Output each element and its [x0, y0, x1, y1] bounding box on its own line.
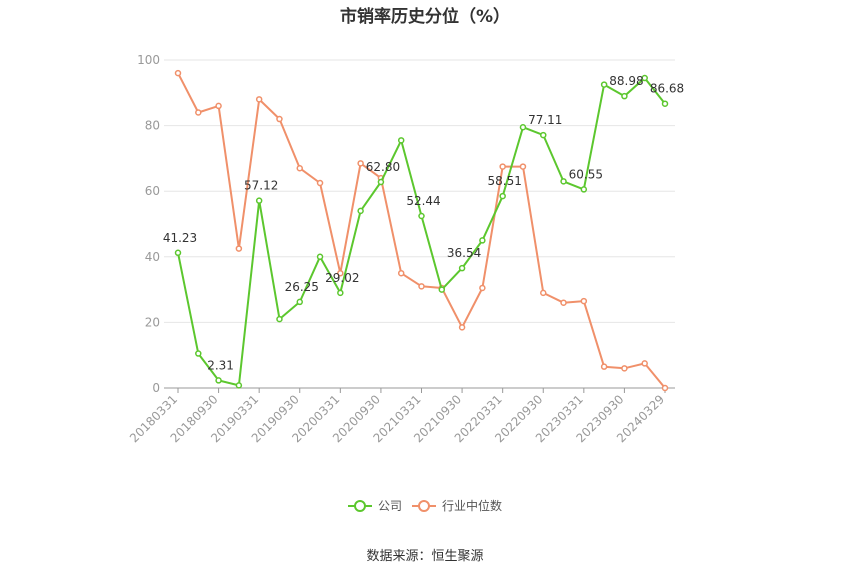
data-point [296, 298, 303, 306]
data-point [560, 178, 567, 185]
series-line [177, 72, 666, 389]
legend-label: 公司 [378, 499, 402, 513]
data-label: 62.80 [366, 160, 400, 174]
chart-title: 市销率历史分位（%） [339, 7, 511, 27]
y-tick-label: 20 [145, 315, 160, 329]
data-point [276, 315, 283, 323]
data-point [235, 382, 243, 389]
data-point [276, 115, 283, 123]
data-point [519, 123, 527, 131]
data-point [479, 284, 486, 292]
data-point [255, 197, 263, 204]
data-point [519, 163, 527, 170]
y-tick-label: 100 [137, 53, 160, 67]
data-point [641, 74, 648, 82]
data-label: 77.11 [528, 113, 562, 127]
data-label: 2.31 [207, 358, 234, 372]
data-point [174, 69, 182, 77]
data-label: 41.23 [163, 231, 197, 245]
data-point [174, 249, 182, 257]
data-point [418, 212, 425, 220]
y-tick-label: 60 [145, 184, 160, 198]
data-point [458, 324, 466, 331]
data-point [418, 283, 425, 290]
data-point [560, 299, 567, 306]
data-point [337, 289, 344, 297]
data-point [540, 131, 547, 139]
data-point [600, 363, 608, 370]
data-point [316, 253, 324, 261]
data-point [215, 377, 222, 384]
data-point [357, 160, 364, 167]
data-label: 26.25 [285, 280, 319, 294]
data-point [661, 100, 669, 107]
series-line [177, 77, 666, 387]
y-tick-label: 40 [145, 250, 160, 264]
data-label: 60.55 [569, 167, 603, 181]
data-point [195, 109, 202, 116]
data-point [479, 237, 486, 244]
data-point [377, 178, 385, 186]
data-point [600, 81, 608, 88]
data-point [621, 365, 628, 372]
data-point [580, 186, 588, 193]
data-point [195, 350, 202, 357]
data-point [540, 289, 547, 297]
source-note: 数据来源：恒生聚源 [366, 549, 484, 564]
data-label: 52.44 [406, 194, 440, 208]
legend-swatch-marker [418, 500, 430, 512]
data-point [641, 360, 648, 367]
data-label: 36.54 [447, 246, 481, 260]
data-point [235, 245, 243, 252]
legend-swatch-marker [354, 500, 366, 512]
data-point [499, 192, 506, 200]
data-point [357, 207, 364, 215]
data-point [337, 269, 344, 277]
data-point [397, 269, 405, 277]
data-point [255, 96, 263, 103]
data-point [438, 286, 446, 293]
data-point [661, 384, 669, 392]
legend-label: 行业中位数 [442, 498, 502, 513]
data-point [215, 102, 222, 110]
y-tick-label: 80 [145, 119, 160, 133]
data-label: 29.02 [325, 271, 359, 285]
data-point [296, 164, 303, 172]
data-point [621, 92, 628, 100]
data-label: 86.68 [650, 82, 684, 96]
data-point [458, 264, 466, 272]
data-label: 58.51 [487, 174, 521, 188]
data-point [316, 179, 324, 187]
data-label: 57.12 [244, 179, 278, 193]
data-point [397, 137, 405, 144]
data-label: 88.98 [609, 74, 643, 88]
data-point [580, 297, 588, 305]
data-point [499, 163, 506, 170]
y-tick-label: 0 [152, 381, 160, 395]
